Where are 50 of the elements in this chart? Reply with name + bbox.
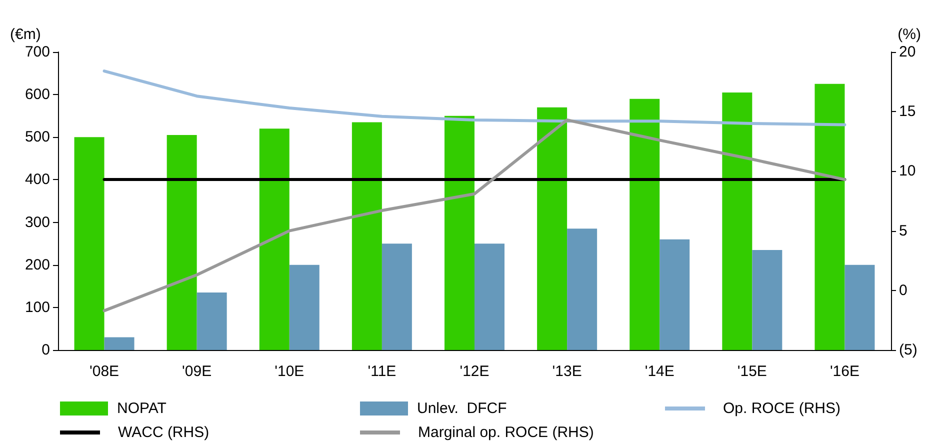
y-tick-label: 100: [24, 298, 50, 316]
line-series: [102, 118, 846, 312]
legend-label: NOPAT: [117, 400, 166, 417]
y2-tick-label: (5): [899, 342, 918, 358]
bar: [104, 337, 134, 350]
x-tick-label: '12E: [460, 363, 490, 380]
bar: [352, 122, 382, 350]
bar: [844, 264, 875, 350]
bar: [752, 250, 782, 350]
x-tick-label: '10E: [274, 363, 304, 380]
bar: [166, 135, 197, 350]
bar: [814, 84, 845, 350]
y-tick-label: 600: [24, 86, 50, 104]
y2-tick-label: 10: [899, 162, 916, 180]
x-tick-label: '14E: [644, 363, 674, 380]
y-tick-label: 700: [24, 44, 50, 60]
legend-label: Op. ROCE (RHS): [723, 400, 841, 417]
y2-tick-label: 15: [899, 103, 916, 120]
y-axis-title: (€m): [10, 26, 41, 43]
x-tick-label: '16E: [830, 363, 860, 380]
bar: [567, 228, 598, 350]
bar: [444, 116, 474, 350]
bar: [474, 244, 504, 350]
bar: [537, 107, 568, 350]
x-tick-label: '13E: [552, 363, 582, 380]
x-tick-label: '11E: [368, 363, 396, 380]
y-tick-label: 500: [24, 128, 50, 146]
x-tick-label: '09E: [182, 363, 212, 380]
line-series: [102, 70, 846, 126]
x-tick-label: '08E: [89, 363, 120, 380]
bar: [74, 137, 104, 350]
bar: [196, 292, 227, 350]
bar: [722, 92, 752, 350]
bar: [630, 98, 660, 350]
x-tick-label: '15E: [737, 363, 767, 380]
y2-axis-title: (%): [898, 26, 922, 43]
bar: [382, 244, 412, 350]
y2-tick-label: 0: [899, 282, 908, 299]
bar: [259, 128, 290, 350]
legend-label: WACC (RHS): [118, 424, 210, 441]
y-tick-label: 0: [42, 342, 50, 358]
y-tick-label: 300: [24, 214, 50, 231]
legend-label: Marginal op. ROCE (RHS): [418, 424, 594, 441]
legend-label: Unlev. DFCF: [417, 400, 507, 417]
y2-tick-label: 5: [899, 222, 908, 240]
y-tick-label: 400: [24, 171, 50, 188]
bar: [660, 239, 690, 350]
bar: [289, 264, 320, 350]
y2-tick-label: 20: [899, 44, 916, 60]
y-tick-label: 200: [24, 256, 50, 274]
